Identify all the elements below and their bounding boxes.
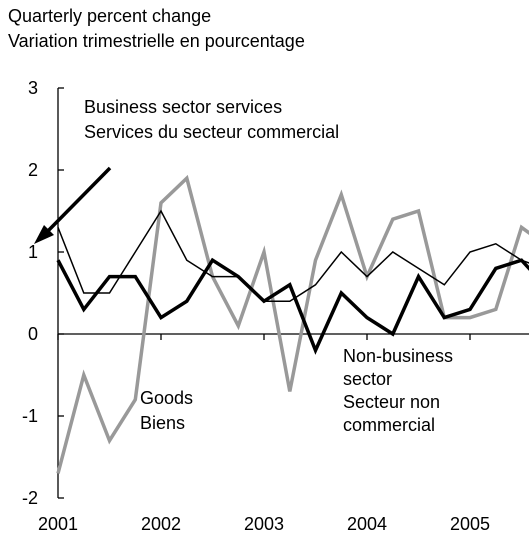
annotation-business-sector-services: Business sector services [84, 97, 282, 117]
series-line-business [57, 209, 529, 302]
annotation-non-business-sector: Non-business [343, 346, 453, 366]
annotation-arrow-shaft [41, 166, 112, 238]
annotation-arrow-head [34, 225, 54, 244]
series-line-goods [56, 174, 529, 474]
x-tick-label: 2001 [38, 514, 78, 534]
x-tick-label: 2003 [244, 514, 284, 534]
x-tick-label: 2002 [141, 514, 181, 534]
y-tick-label: -2 [22, 488, 38, 508]
annotation-business-sector-services: Services du secteur commercial [84, 122, 339, 142]
y-tick-label: 1 [28, 242, 38, 262]
y-tick-label: 0 [28, 324, 38, 344]
x-tick-label: 2005 [450, 514, 490, 534]
y-tick-label: 2 [28, 160, 38, 180]
x-tick-label: 2004 [347, 514, 387, 534]
y-axis-label-line-2: Variation trimestrielle en pourcentage [8, 31, 305, 51]
annotation-non-business-sector: commercial [343, 415, 435, 435]
series-layer [56, 174, 529, 474]
annotation-layer: Business sector services Services du sect… [34, 97, 453, 435]
series-line-nonbusiness [56, 257, 529, 355]
annotation-non-business-sector: sector [343, 369, 392, 389]
y-tick-label: 3 [28, 78, 38, 98]
y-axis-label-line-1: Quarterly percent change [8, 6, 212, 26]
y-tick-label: -1 [22, 406, 38, 426]
annotation-goods: Biens [140, 413, 185, 433]
annotation-non-business-sector: Secteur non [343, 392, 440, 412]
annotation-goods: Goods [140, 388, 193, 408]
